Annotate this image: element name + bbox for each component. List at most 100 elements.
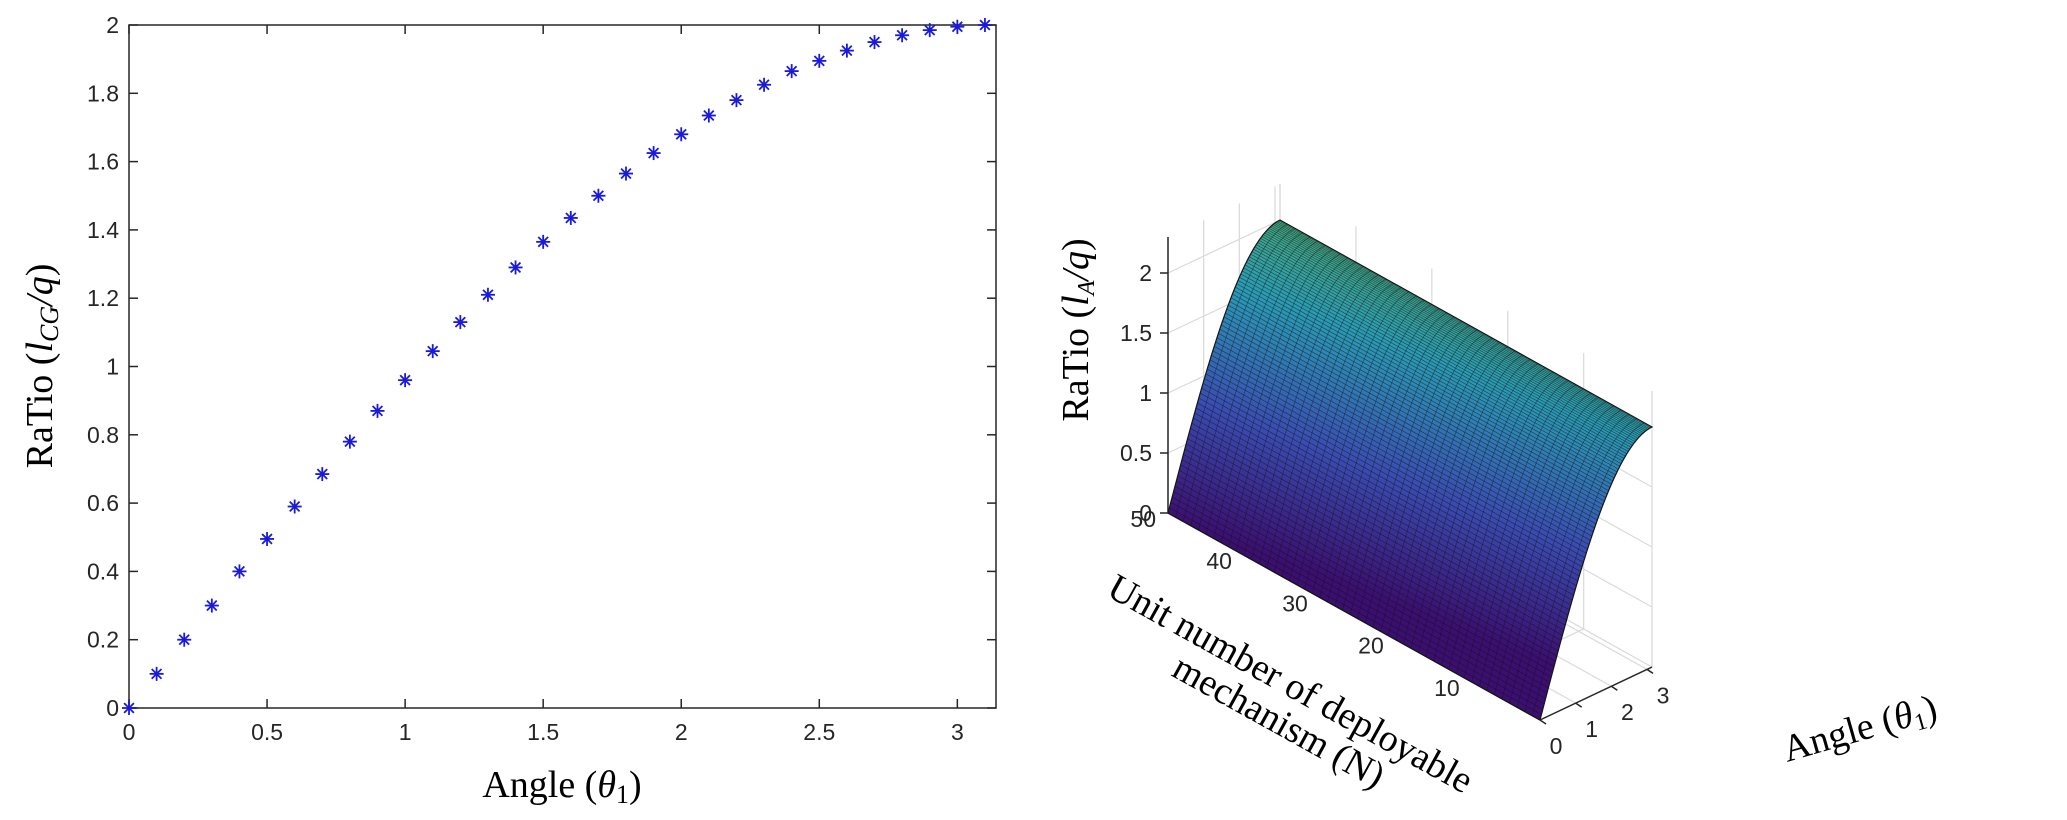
data-point	[729, 93, 744, 108]
surface-mesh-line	[1250, 253, 1623, 462]
surface-mesh-line	[1200, 392, 1573, 601]
surface-mesh-curve	[1456, 380, 1569, 674]
surface-mesh-line	[1205, 373, 1578, 582]
surface-mesh-line	[1190, 427, 1563, 636]
surface-mesh-line	[1236, 283, 1609, 492]
surface-mesh-curve	[1395, 346, 1508, 640]
surface-mesh-curve	[1266, 274, 1379, 568]
z-tick-label: 2	[1139, 260, 1152, 286]
surface-mesh-line	[1198, 397, 1571, 606]
data-point	[453, 315, 468, 330]
z-tick-label: 1.5	[1120, 320, 1152, 346]
x-tick-label: 1	[1585, 716, 1598, 742]
surface-mesh-line	[1253, 248, 1626, 457]
surface-mesh-curve	[1471, 388, 1584, 683]
x-tick-mark	[1646, 668, 1654, 674]
y-tick-label: 20	[1358, 633, 1384, 659]
y-tick-label: 1.4	[87, 217, 119, 243]
plot-area	[128, 24, 997, 709]
surface-mesh-line	[1222, 320, 1595, 529]
surface-mesh-line	[1167, 512, 1541, 721]
surface-mesh-curve	[1198, 236, 1311, 530]
surface-mesh-line	[1228, 304, 1601, 513]
x-tick-label: 2.5	[803, 719, 835, 745]
surface-mesh-line	[1208, 364, 1581, 572]
surface-mesh-curve	[1463, 384, 1577, 678]
surface-mesh-line	[1274, 223, 1647, 431]
scatter-chart: 0 0.5 1 1.5 2 2.5 3 0 0.2 0.4 0.6 0.8 1 1.2 1.4 1.6 1.8 2…	[19, 12, 997, 809]
y-tick-label: 40	[1206, 548, 1232, 574]
data-point	[701, 108, 716, 123]
surface-mesh-line	[1223, 316, 1597, 525]
surface-mesh-line	[1230, 297, 1604, 506]
surface-mesh-line	[1181, 459, 1555, 667]
surface-mesh-line	[1194, 412, 1567, 621]
surface-mesh-curve	[1532, 422, 1645, 716]
surface-mesh-line	[1201, 387, 1574, 596]
surface-mesh-line	[1191, 422, 1564, 631]
surface-mesh-curve	[1342, 316, 1455, 611]
surface-mesh-line	[1275, 222, 1648, 430]
surface-mesh-curve	[1167, 219, 1281, 514]
z-tick-label: 0	[1139, 500, 1152, 526]
surface-mesh-curve	[1357, 325, 1470, 619]
surface-mesh-line	[1279, 219, 1653, 428]
surface-mesh-curve	[1478, 392, 1592, 687]
y-tick-label: 0.6	[87, 490, 119, 516]
z-axis-title: RaTio (lA/q)	[1055, 238, 1100, 421]
surface-mesh-line	[1272, 224, 1646, 432]
data-point	[260, 531, 275, 546]
surface-mesh-line	[1240, 273, 1613, 482]
back-wall-gridline	[1167, 219, 1281, 274]
surface-mesh-line	[1246, 261, 1619, 470]
surface-mesh-line	[1232, 293, 1605, 502]
x-tick-mark	[1539, 719, 1547, 725]
surface-mesh-curve	[1380, 337, 1493, 632]
y-tick-label: 30	[1282, 590, 1308, 616]
surface-mesh-curve	[1235, 257, 1349, 552]
surface-mesh-line	[1263, 234, 1636, 442]
surface-mesh-curve	[1494, 401, 1607, 695]
surface-mesh-curve	[1243, 261, 1357, 556]
surface-mesh-curve	[1418, 359, 1531, 653]
surface-mesh-curve	[1304, 295, 1417, 590]
surface-mesh-line	[1207, 368, 1580, 577]
surface-mesh-line	[1209, 359, 1583, 568]
surface-mesh-line	[1237, 280, 1611, 488]
surface-mesh-line	[1202, 383, 1576, 591]
x-axis-title: Angle (θ1)	[1778, 687, 1943, 774]
surface-mesh-line	[1268, 227, 1641, 436]
surface-mesh-curve	[1327, 308, 1440, 602]
surface-mesh-line	[1267, 229, 1640, 438]
y-axis-title: RaTio (lCG/q)	[19, 264, 64, 469]
surface-mesh-line	[1179, 469, 1552, 678]
surface-mesh-line	[1277, 221, 1650, 429]
data-point	[591, 188, 606, 203]
data-points	[122, 18, 992, 715]
surface-mesh-curve	[1311, 299, 1425, 594]
surface-mesh-line	[1172, 496, 1545, 705]
surface-mesh-line	[1216, 337, 1590, 545]
data-point	[287, 499, 302, 514]
surface-mesh-line	[1264, 232, 1637, 441]
y-tick-label: 50	[1130, 506, 1156, 532]
z-tick-label: 1	[1139, 380, 1152, 406]
surface	[1167, 219, 1654, 721]
x-tick-label: 0.5	[251, 719, 283, 745]
surface-mesh-curve	[1319, 304, 1432, 598]
surface-mesh-curve	[1228, 253, 1341, 547]
surface-mesh-curve	[1182, 228, 1296, 522]
surface-mesh-line	[1271, 225, 1644, 433]
data-point	[122, 701, 136, 715]
surface-mesh-line	[1212, 350, 1585, 559]
surface-mesh-line	[1218, 333, 1591, 541]
surface-mesh-curve	[1296, 291, 1410, 585]
data-point	[839, 43, 854, 58]
surface-mesh-line	[1243, 267, 1616, 476]
surface-mesh-curve	[1175, 223, 1288, 518]
surface-mesh-curve	[1190, 232, 1303, 526]
surface-mesh-line	[1170, 501, 1543, 710]
surface-mesh-curve	[1539, 426, 1653, 721]
x-tick-label: 3	[951, 719, 964, 745]
